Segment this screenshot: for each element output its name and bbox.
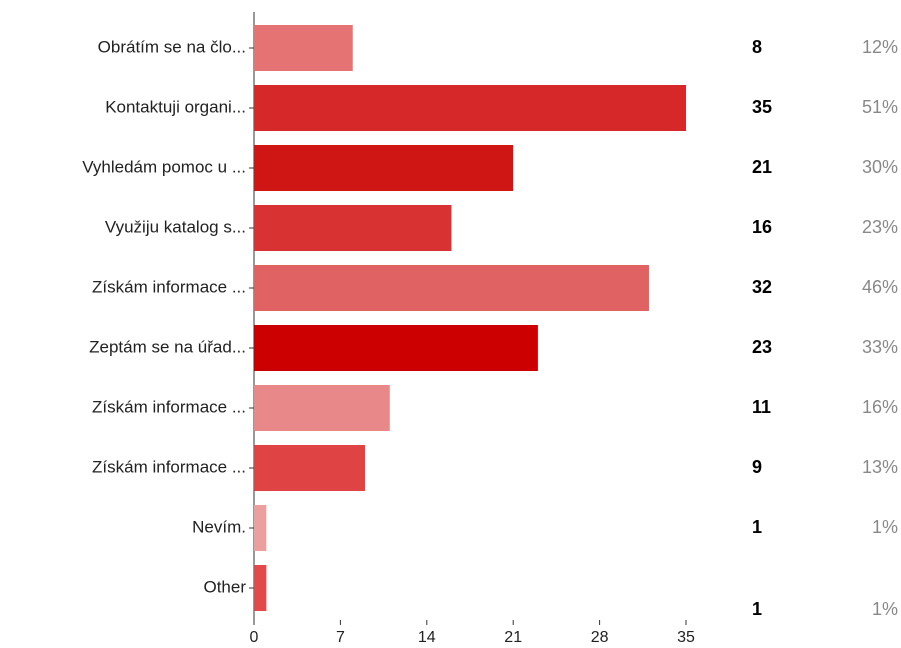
category-label: Nevím. [192, 517, 246, 536]
count-label: 35 [752, 97, 772, 117]
bar [254, 385, 390, 431]
category-label: Vyhledám pomoc u ... [82, 157, 246, 176]
percent-label: 51% [862, 97, 898, 117]
category-label: Získám informace ... [92, 397, 246, 416]
x-tick-label: 14 [418, 629, 436, 646]
category-label: Other [203, 577, 246, 596]
category-label: Obrátím se na člo... [98, 37, 246, 56]
bar [254, 505, 267, 551]
percent-label: 16% [862, 397, 898, 417]
bar [254, 265, 649, 311]
bar [254, 325, 538, 371]
bar [254, 25, 353, 71]
category-label: Získám informace ... [92, 277, 246, 296]
x-tick-label: 35 [677, 629, 695, 646]
bar [254, 205, 452, 251]
x-tick-label: 7 [336, 629, 345, 646]
bar [254, 445, 366, 491]
x-tick-label: 28 [591, 629, 609, 646]
category-label: Kontaktuji organi... [105, 97, 246, 116]
count-label: 23 [752, 337, 772, 357]
count-label: 32 [752, 277, 772, 297]
count-label: 1 [752, 517, 762, 537]
percent-label: 33% [862, 337, 898, 357]
x-tick-label: 0 [250, 629, 259, 646]
count-label: 16 [752, 217, 772, 237]
count-label: 21 [752, 157, 772, 177]
category-label: Využiju katalog s... [105, 217, 246, 236]
percent-label: 12% [862, 37, 898, 57]
bar [254, 145, 514, 191]
category-label: Získám informace ... [92, 457, 246, 476]
count-label: 1 [752, 599, 762, 619]
percent-label: 13% [862, 457, 898, 477]
bar [254, 85, 686, 131]
x-tick-label: 21 [504, 629, 522, 646]
percent-label: 46% [862, 277, 898, 297]
percent-label: 30% [862, 157, 898, 177]
count-label: 9 [752, 457, 762, 477]
percent-label: 1% [872, 599, 898, 619]
count-label: 11 [752, 397, 771, 417]
category-label: Zeptám se na úřad... [89, 337, 246, 356]
bar [254, 565, 267, 611]
percent-label: 23% [862, 217, 898, 237]
percent-label: 1% [872, 517, 898, 537]
count-label: 8 [752, 37, 762, 57]
